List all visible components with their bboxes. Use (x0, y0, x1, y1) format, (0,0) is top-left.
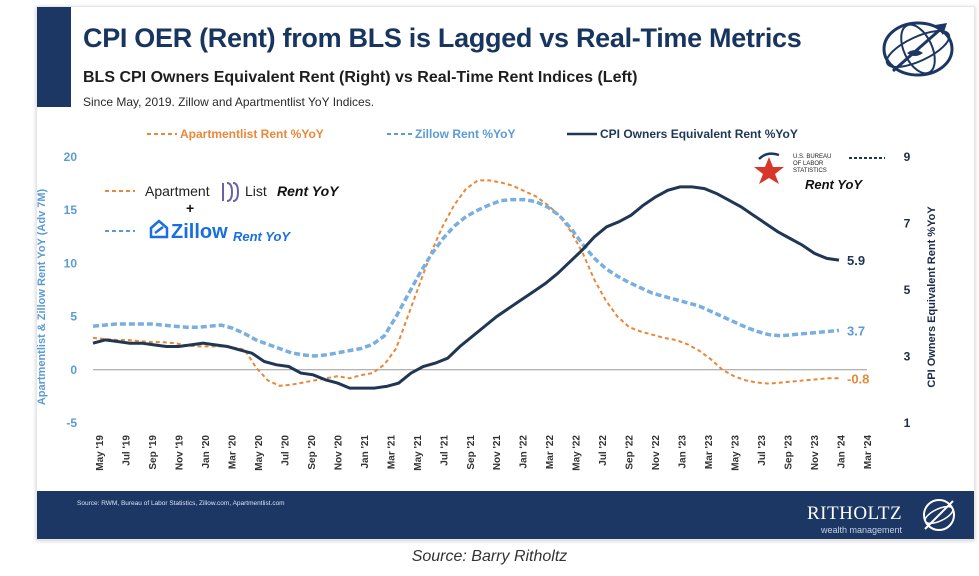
x-tick-label: May '23 (731, 435, 742, 471)
x-tick-label: Jan '21 (360, 435, 371, 469)
x-tick-label: Sep '21 (466, 435, 477, 470)
image-caption: Source: Barry Ritholtz (411, 548, 568, 565)
right-tick-label: 3 (904, 350, 911, 364)
zillow-word: Zillow (171, 221, 228, 243)
x-tick-label: Jul '21 (439, 435, 450, 466)
footer-bar: Source: RWM, Bureau of Labor Statistics,… (37, 491, 974, 539)
end-label-zillow: 3.7 (847, 323, 865, 338)
x-tick-label: May '20 (254, 435, 265, 471)
zillow-annotation: Zillow Rent YoY (105, 219, 291, 244)
x-tick-label: Sep '22 (625, 435, 636, 470)
x-tick-label: Jul '22 (598, 435, 609, 466)
right-tick-label: 5 (904, 283, 911, 297)
chart-title: CPI OER (Rent) from BLS is Lagged vs Rea… (83, 23, 802, 53)
x-tick-label: Sep '19 (148, 435, 159, 470)
x-tick-label: Jul '20 (280, 435, 291, 466)
line-chart: Apartmentlist Rent %YoY Zillow Rent %YoY… (37, 127, 938, 471)
x-tick-label: May '22 (572, 435, 583, 471)
footer-source: Source: RWM, Bureau of Labor Statistics,… (77, 500, 285, 507)
x-tick-label: Mar '21 (386, 435, 397, 470)
right-axis-title: CPI Owners Equivalent Rent %YoY (926, 206, 938, 388)
right-tick-label: 1 (904, 416, 911, 430)
x-tick-label: Mar '20 (227, 435, 238, 470)
footer-brand-sub: wealth management (821, 525, 903, 535)
bls-line-3: STATISTICS (793, 168, 827, 174)
series-line-apartmentlist (92, 179, 839, 387)
x-tick-label: Nov '22 (651, 435, 662, 471)
bls-star-logo-icon (754, 152, 784, 184)
bls-annotation: U.S. BUREAU OF LABOR STATISTICS Rent YoY (754, 152, 885, 192)
chart-subtitle: BLS CPI Owners Equivalent Rent (Right) v… (83, 69, 638, 86)
chart-card: CPI OER (Rent) from BLS is Lagged vs Rea… (36, 6, 975, 540)
x-tick-label: Nov '23 (810, 435, 821, 471)
left-tick-label: 10 (64, 256, 78, 270)
x-tick-label: Jul '19 (121, 435, 132, 466)
zillow-rent-yoy: Rent YoY (233, 229, 291, 244)
left-axis: -5 0 5 10 15 20 (64, 150, 78, 430)
x-axis: May '19 Jul '19 Sep '19 Nov '19 Jan '20 Mar '… (95, 435, 874, 471)
left-tick-label: 0 (70, 363, 77, 377)
list-word: List (245, 183, 267, 199)
legend: Apartmentlist Rent %YoY Zillow Rent %YoY… (147, 127, 798, 141)
ritholtz-globe-logo (882, 21, 954, 77)
x-tick-label: Mar '22 (545, 435, 556, 470)
x-tick-label: Sep '23 (784, 435, 795, 470)
x-tick-label: Nov '19 (174, 435, 185, 471)
bls-line-2: OF LABOR (793, 161, 824, 167)
footer-globe-logo (923, 499, 955, 531)
left-tick-label: 20 (64, 150, 78, 164)
legend-label-cpi: CPI Owners Equivalent Rent %YoY (600, 127, 798, 141)
x-tick-label: Jan '23 (678, 435, 689, 469)
x-tick-label: May '19 (95, 435, 106, 471)
plus-sign: + (186, 200, 194, 216)
apartmentlist-annotation: Apartment List Rent YoY + (105, 182, 340, 216)
right-tick-label: 9 (904, 150, 911, 164)
x-tick-label: Jan '20 (201, 435, 212, 469)
x-tick-label: Nov '21 (492, 435, 503, 471)
footer-brand: RITHOLTZ (807, 503, 903, 524)
left-tick-label: -5 (66, 416, 77, 430)
x-tick-label: Jul '23 (757, 435, 768, 466)
x-tick-label: Mar '24 (863, 435, 874, 470)
bls-line-1: U.S. BUREAU (793, 154, 831, 160)
series-line-cpi (92, 185, 840, 390)
right-tick-label: 7 (904, 217, 911, 231)
apartmentlist-word: Apartment (145, 183, 210, 199)
end-label-apartmentlist: -0.8 (847, 371, 869, 386)
x-tick-label: Mar '23 (704, 435, 715, 470)
x-tick-label: Nov '20 (333, 435, 344, 471)
chart-note: Since May, 2019. Zillow and Apartmentlis… (83, 95, 375, 109)
x-tick-label: May '21 (413, 435, 424, 471)
apartmentlist-logo-icon (222, 182, 240, 202)
bls-rent-yoy: Rent YoY (805, 177, 863, 192)
left-axis-title: Apartmentlist & Zillow Rent YoY (Adv 7M) (37, 188, 48, 405)
legend-label-apartmentlist: Apartmentlist Rent %YoY (180, 127, 324, 141)
left-tick-label: 15 (64, 203, 78, 217)
x-tick-label: Jan '22 (519, 435, 530, 469)
legend-label-zillow: Zillow Rent %YoY (415, 127, 515, 141)
left-tick-label: 5 (70, 310, 77, 324)
x-tick-label: Jan '24 (837, 435, 848, 469)
end-label-cpi: 5.9 (847, 253, 865, 268)
x-tick-label: Sep '20 (307, 435, 318, 470)
zillow-home-icon (149, 219, 169, 239)
apartmentlist-rent-yoy: Rent YoY (277, 183, 340, 199)
accent-bar (37, 7, 71, 107)
right-axis: 1 3 5 7 9 (904, 150, 911, 430)
